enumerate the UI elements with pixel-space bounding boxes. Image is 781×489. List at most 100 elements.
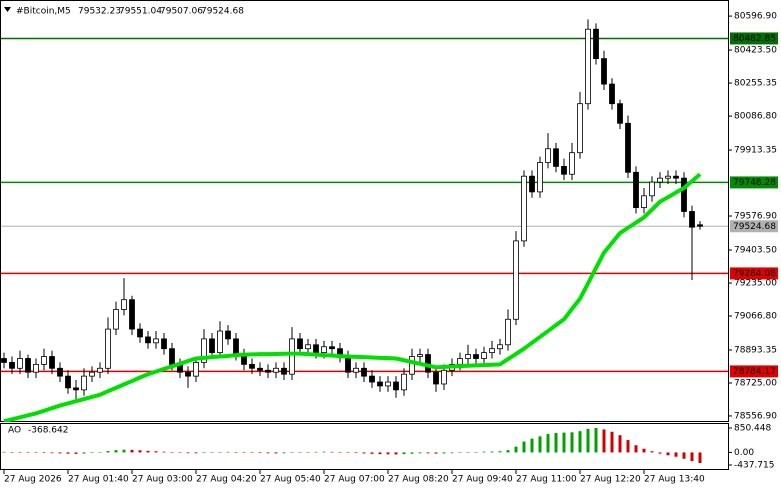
indicator-bar bbox=[202, 452, 206, 454]
indicator-bar bbox=[618, 435, 622, 453]
level-label: 79284.08 bbox=[733, 269, 776, 279]
indicator-bar bbox=[626, 440, 630, 453]
candle-body bbox=[617, 103, 623, 124]
indicator-bar bbox=[610, 431, 614, 453]
indicator-bar bbox=[410, 452, 414, 454]
indicator-bar bbox=[258, 452, 262, 454]
candle-body bbox=[665, 175, 671, 179]
level-label: 80482.85 bbox=[733, 34, 776, 44]
candle-body bbox=[585, 28, 591, 105]
indicator-bar bbox=[162, 451, 166, 453]
last-price-label: 79524.68 bbox=[733, 222, 776, 232]
candle-body bbox=[273, 367, 279, 373]
candle-body bbox=[369, 375, 375, 383]
candle-body bbox=[113, 309, 119, 330]
candle-body bbox=[657, 177, 663, 183]
indicator-bar bbox=[682, 452, 686, 459]
candle-body bbox=[633, 171, 639, 208]
indicator-bar bbox=[570, 432, 574, 453]
indicator-bar bbox=[506, 450, 510, 453]
y-tick-label: 79576.90 bbox=[734, 212, 777, 222]
collapse-icon bbox=[4, 7, 11, 12]
y-tick-label: 80086.80 bbox=[734, 112, 777, 122]
indicator-bar bbox=[58, 452, 62, 454]
indicator-bar bbox=[538, 436, 542, 453]
indicator-bar bbox=[250, 452, 254, 453]
indicator-bar bbox=[138, 450, 142, 453]
indicator-bar bbox=[522, 441, 526, 453]
indicator-bar bbox=[402, 452, 406, 455]
candle-body bbox=[457, 358, 463, 365]
indicator-bar bbox=[698, 452, 702, 464]
indicator-bar bbox=[578, 431, 582, 453]
candle-body bbox=[537, 162, 543, 193]
indicator-bar bbox=[106, 450, 110, 453]
candle-body bbox=[33, 363, 39, 373]
y-tick-label: 80423.50 bbox=[734, 46, 777, 56]
candle-body bbox=[201, 338, 207, 363]
candle-body bbox=[65, 375, 71, 389]
indicator-bar bbox=[18, 452, 22, 453]
indicator-bar bbox=[554, 432, 558, 453]
y-tick-label: 79235.00 bbox=[734, 279, 777, 289]
indicator-tick-label: -437.715 bbox=[734, 460, 774, 470]
header-bg bbox=[13, 4, 243, 17]
indicator-bar bbox=[26, 452, 30, 453]
indicator-bar bbox=[242, 452, 246, 453]
indicator-bar bbox=[490, 451, 494, 453]
indicator-bar bbox=[122, 449, 126, 453]
candle-body bbox=[185, 371, 191, 377]
y-tick-label: 78893.35 bbox=[734, 345, 777, 355]
symbol-title: #Bitcoin,M5 bbox=[16, 7, 71, 17]
indicator-bar bbox=[194, 452, 198, 454]
indicator-tick-label: 0.00 bbox=[734, 448, 754, 458]
candle-body bbox=[441, 369, 447, 385]
candle-body bbox=[161, 338, 167, 350]
candle-body bbox=[545, 148, 551, 163]
candle-body bbox=[465, 354, 471, 359]
x-tick-label: 27 Aug 04:20 bbox=[196, 475, 257, 485]
indicator-bar bbox=[130, 449, 134, 453]
indicator-bar bbox=[330, 451, 334, 453]
x-tick-label: 27 Aug 08:20 bbox=[388, 475, 449, 485]
candle-body bbox=[433, 371, 439, 385]
level-label: 78784.17 bbox=[733, 367, 776, 377]
indicator-bar bbox=[274, 452, 278, 454]
candle-body bbox=[41, 356, 47, 365]
candle-body bbox=[393, 381, 399, 391]
indicator-bar bbox=[690, 452, 694, 462]
indicator-bar bbox=[594, 428, 598, 453]
candle-body bbox=[385, 381, 391, 387]
indicator-bar bbox=[282, 452, 286, 454]
candle-body bbox=[505, 318, 511, 346]
candle-body bbox=[361, 367, 367, 377]
candle-body bbox=[25, 358, 31, 373]
x-tick-label: 27 Aug 13:40 bbox=[644, 475, 705, 485]
header-low: 79507.06 bbox=[160, 7, 203, 17]
candle-body bbox=[153, 338, 159, 344]
indicator-bar bbox=[346, 452, 350, 453]
indicator-bar bbox=[90, 452, 94, 454]
candle-body bbox=[89, 371, 95, 377]
indicator-bar bbox=[226, 451, 230, 453]
candle-body bbox=[217, 330, 223, 354]
indicator-tick-label: 850.448 bbox=[734, 424, 771, 434]
indicator-bar bbox=[642, 448, 646, 453]
header-high: 79551.04 bbox=[119, 7, 162, 17]
candle-body bbox=[209, 338, 215, 354]
y-tick-label: 78725.00 bbox=[734, 378, 777, 388]
candle-body bbox=[193, 362, 199, 377]
candle-body bbox=[249, 363, 255, 369]
indicator-bar bbox=[394, 452, 398, 455]
candle-body bbox=[329, 346, 335, 350]
candle-body bbox=[257, 367, 263, 371]
indicator-bar bbox=[546, 434, 550, 453]
candle-body bbox=[97, 367, 103, 373]
candle-body bbox=[281, 367, 287, 375]
x-tick-label: 27 Aug 09:40 bbox=[452, 475, 513, 485]
candle-body bbox=[689, 211, 695, 228]
main-panel bbox=[0, 0, 729, 422]
indicator-bar bbox=[306, 451, 310, 453]
y-tick-label: 80255.35 bbox=[734, 79, 777, 89]
